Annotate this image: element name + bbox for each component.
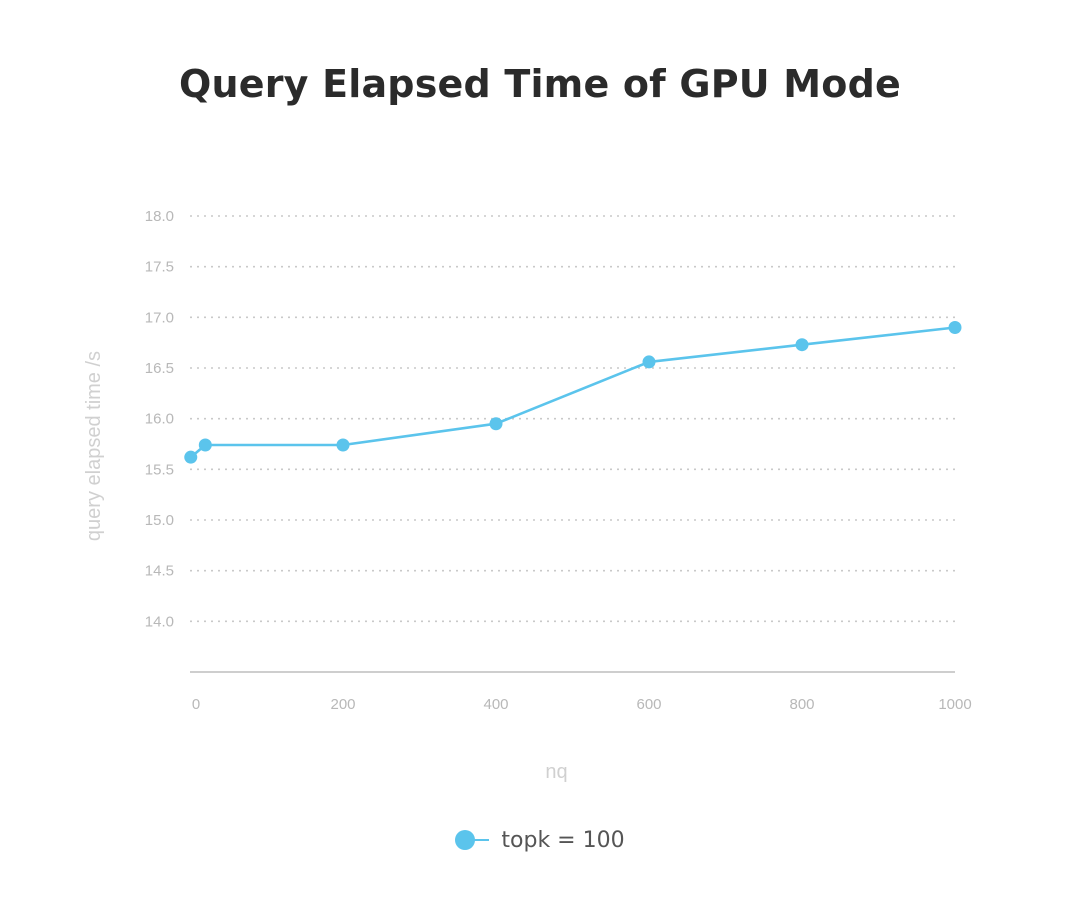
data-point[interactable] — [336, 438, 350, 452]
x-tick-label: 400 — [483, 696, 508, 713]
y-tick-label: 15.5 — [145, 461, 174, 478]
x-tick-labels: 0 200 400 600 800 1000 — [192, 696, 972, 713]
x-tick-label: 800 — [789, 696, 814, 713]
legend-item-topk-100[interactable]: topk = 100 — [455, 827, 625, 853]
y-tick-label: 17.0 — [145, 309, 174, 326]
data-point[interactable] — [489, 417, 503, 431]
data-point[interactable] — [948, 320, 962, 334]
series-layer — [184, 320, 962, 464]
chart-title: Query Elapsed Time of GPU Mode — [179, 62, 901, 106]
y-tick-label: 16.5 — [145, 360, 174, 377]
x-tick-label: 1000 — [938, 696, 971, 713]
series-line — [189, 326, 957, 459]
legend-marker-icon — [455, 829, 491, 851]
y-tick-label: 18.0 — [145, 208, 174, 225]
x-tick-label: 200 — [330, 696, 355, 713]
x-tick-label: 0 — [192, 696, 200, 713]
data-point[interactable] — [184, 450, 198, 464]
y-tick-label: 16.0 — [145, 411, 174, 428]
x-axis-title: nq — [545, 761, 567, 783]
y-axis-title: query elapsed time /s — [83, 351, 105, 541]
y-tick-label: 14.5 — [145, 563, 174, 580]
legend-label: topk = 100 — [501, 827, 625, 853]
x-tick-label: 600 — [636, 696, 661, 713]
data-point[interactable] — [642, 355, 656, 369]
gridlines — [190, 215, 955, 623]
y-tick-label: 17.5 — [145, 259, 174, 276]
y-tick-label: 14.0 — [145, 613, 174, 630]
data-point[interactable] — [198, 438, 212, 452]
y-tick-label: 15.0 — [145, 512, 174, 529]
legend: topk = 100 — [0, 820, 1080, 860]
y-tick-labels: 18.0 17.5 17.0 16.5 16.0 15.5 15.0 14.5 14.0 — [145, 208, 174, 630]
data-point[interactable] — [795, 338, 809, 352]
